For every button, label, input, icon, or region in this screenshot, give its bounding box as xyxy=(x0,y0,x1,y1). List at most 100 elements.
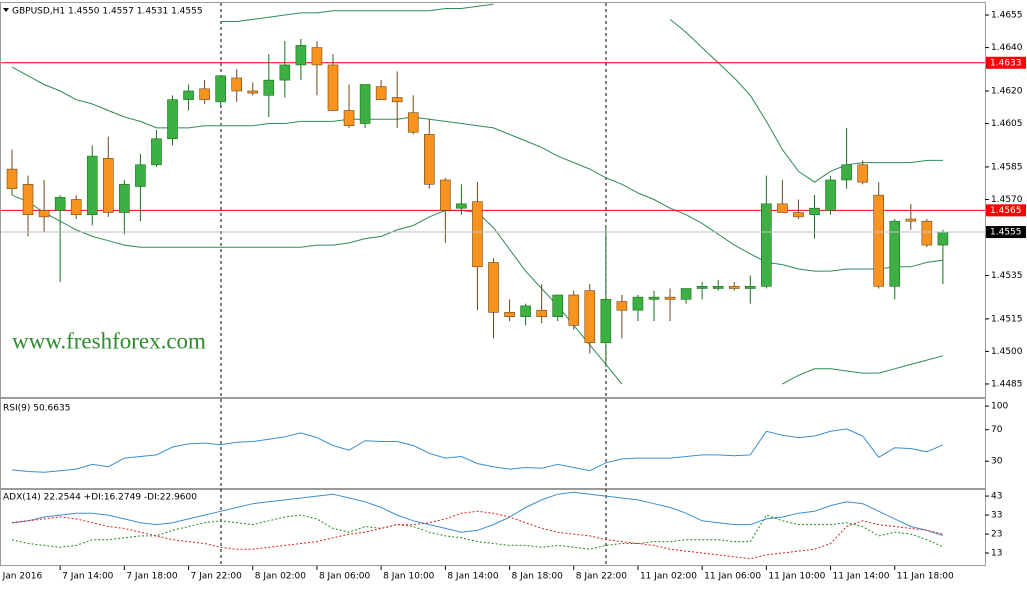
indicator-line xyxy=(11,428,944,473)
candle-body xyxy=(632,296,644,311)
candle-body xyxy=(680,288,692,300)
candle-body xyxy=(744,286,756,289)
candle-body xyxy=(359,84,371,124)
y-tick-label: 30 xyxy=(991,457,1003,467)
candle-body xyxy=(728,286,740,289)
candle-body xyxy=(247,90,259,94)
candle-body xyxy=(407,112,419,133)
candle-body xyxy=(151,138,162,166)
candle-body xyxy=(761,203,772,287)
candle-body xyxy=(857,164,868,183)
candle-body xyxy=(295,45,307,66)
candle-body xyxy=(86,155,98,215)
bollinger-band xyxy=(11,66,943,272)
chart-title: GBPUSD,H1 1.4550 1.4557 1.4531 1.4555 xyxy=(12,7,203,17)
candle-body xyxy=(456,203,467,209)
x-tick-label: 7 Jan 14:00 xyxy=(62,572,114,582)
candle-body xyxy=(921,220,933,246)
x-tick-label: 11 Jan 10:00 xyxy=(768,572,825,582)
candle-body xyxy=(472,201,483,268)
candle-body xyxy=(22,184,34,215)
current-price-box xyxy=(986,226,1026,239)
candle-body xyxy=(423,134,435,185)
candle-body xyxy=(488,262,499,313)
candle-body xyxy=(696,286,708,289)
x-tick-label: 11 Jan 18:00 xyxy=(897,572,954,582)
candle-body xyxy=(263,79,275,96)
candle-body xyxy=(215,75,226,103)
candle-body xyxy=(809,207,820,215)
y-tick-label: 1.4570 xyxy=(991,195,1023,205)
y-tick-label: 1.4515 xyxy=(991,314,1023,324)
x-tick-label: 11 Jan 14:00 xyxy=(833,572,890,582)
rsi-title: RSI(9) 50.6635 xyxy=(3,404,70,414)
current-price-label: 1.4555 xyxy=(990,228,1022,238)
x-date-label: 7 Jan 2016 xyxy=(0,572,42,582)
candle-body xyxy=(712,286,724,289)
watermark: www.freshforex.com xyxy=(12,328,206,353)
y-tick-label: 1.4535 xyxy=(991,271,1023,281)
candle-body xyxy=(584,290,596,344)
y-tick-label: 1.4585 xyxy=(991,162,1023,172)
x-tick-label: 8 Jan 18:00 xyxy=(512,572,564,582)
candle-body xyxy=(391,97,403,103)
x-tick-label: 8 Jan 22:00 xyxy=(576,572,628,582)
candle-body xyxy=(199,88,210,100)
x-tick-label: 7 Jan 22:00 xyxy=(191,572,243,582)
x-tick-label: 8 Jan 10:00 xyxy=(383,572,435,582)
y-tick-label: 1.4605 xyxy=(991,119,1023,129)
candle-body xyxy=(520,305,531,317)
candle-body xyxy=(504,312,515,317)
level-price-label: 1.4633 xyxy=(990,58,1022,68)
adx-panel xyxy=(0,489,986,566)
bollinger-band xyxy=(11,194,944,385)
level-price-box xyxy=(986,204,1026,217)
candle-body xyxy=(183,90,194,100)
candle-body xyxy=(440,179,451,211)
candle-body xyxy=(231,77,242,92)
y-tick-label: 1.4655 xyxy=(991,11,1023,21)
x-tick-label: 8 Jan 06:00 xyxy=(319,572,371,582)
candle-body xyxy=(568,294,580,326)
indicator-line xyxy=(11,510,944,560)
candle-body xyxy=(616,301,628,311)
candle-body xyxy=(889,220,901,287)
candle-body xyxy=(777,203,788,213)
menu-arrow[interactable] xyxy=(3,8,9,12)
level-price-label: 1.4565 xyxy=(990,206,1022,216)
candle-body xyxy=(311,47,323,66)
indicator-line xyxy=(11,491,944,536)
candle-body xyxy=(664,296,676,300)
candle-body xyxy=(38,210,50,218)
x-tick-label: 8 Jan 02:00 xyxy=(255,572,307,582)
bollinger-band xyxy=(220,3,943,183)
candle-body xyxy=(873,194,885,287)
candle-body xyxy=(841,164,852,181)
x-tick-label: 8 Jan 14:00 xyxy=(447,572,499,582)
level-price-box xyxy=(986,56,1026,69)
candle-body xyxy=(167,99,178,140)
candle-body xyxy=(375,86,387,100)
candle-body xyxy=(600,299,612,344)
candle-body xyxy=(70,199,82,215)
indicator-line xyxy=(11,514,944,550)
adx-title: ADX(14) 22.2544 +DI:16.2749 -DI:22.9600 xyxy=(3,493,197,503)
candle-body xyxy=(327,64,339,111)
y-tick-label: 100 xyxy=(991,402,1008,412)
candle-body xyxy=(825,179,836,211)
candle-body xyxy=(54,197,66,211)
candle-body xyxy=(135,164,146,187)
x-tick-label: 11 Jan 06:00 xyxy=(704,572,761,582)
candle-body xyxy=(793,212,804,218)
candle-body xyxy=(6,168,18,189)
y-tick-label: 23 xyxy=(991,530,1002,540)
candle-body xyxy=(343,110,355,127)
rsi-panel xyxy=(0,398,986,489)
candle-body xyxy=(279,64,291,81)
x-tick-label: 11 Jan 02:00 xyxy=(640,572,697,582)
candle-body xyxy=(648,296,660,300)
y-tick-label: 13 xyxy=(991,549,1002,559)
y-tick-label: 70 xyxy=(991,425,1003,435)
